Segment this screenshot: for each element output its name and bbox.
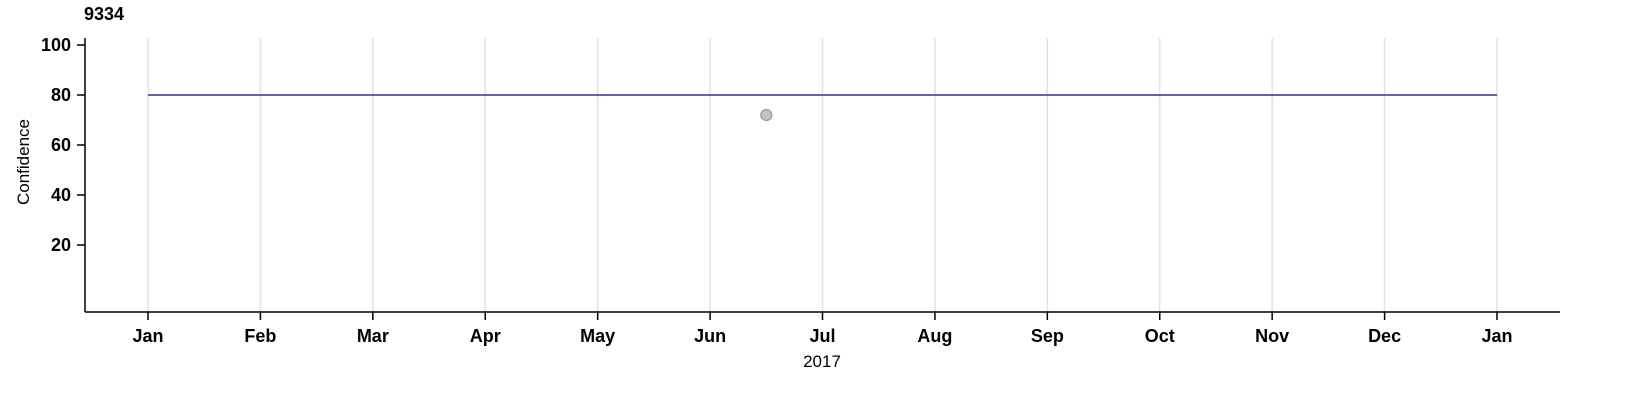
x-tick-label: Nov (1255, 326, 1289, 346)
x-tick-label: Jun (694, 326, 726, 346)
x-axis-title: 2017 (803, 352, 841, 371)
x-tick-label: Jan (132, 326, 163, 346)
x-tick-label: Jul (809, 326, 835, 346)
y-axis-title: Confidence (14, 119, 33, 206)
x-tick-label: Aug (917, 326, 952, 346)
x-tick-label: Apr (470, 326, 501, 346)
chart-title: 9334 (84, 4, 125, 24)
x-tick-label: Oct (1145, 326, 1175, 346)
y-tick-label: 40 (51, 185, 71, 205)
y-tick-label: 60 (51, 135, 71, 155)
x-tick-label: Jan (1481, 326, 1512, 346)
x-tick-label: Dec (1368, 326, 1401, 346)
x-tick-label: Feb (244, 326, 276, 346)
x-tick-label: Mar (357, 326, 389, 346)
x-tick-label: May (580, 326, 615, 346)
y-tick-label: 100 (41, 35, 71, 55)
y-tick-label: 20 (51, 235, 71, 255)
y-tick-label: 80 (51, 85, 71, 105)
x-tick-label: Sep (1031, 326, 1064, 346)
data-point (760, 108, 773, 122)
